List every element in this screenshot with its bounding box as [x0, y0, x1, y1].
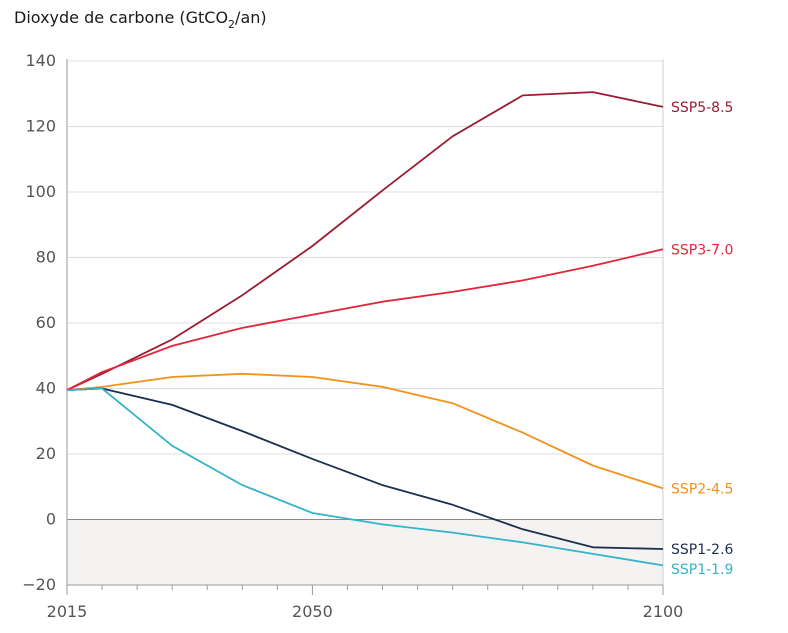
- series-line-ssp1-1-9: [66, 387, 664, 567]
- y-tick-label: 140: [25, 51, 56, 70]
- chart-title: Dioxyde de carbone (GtCO2/an): [14, 8, 267, 31]
- y-tick-label: 60: [36, 313, 56, 332]
- series-label-ssp2-4-5: SSP2-4.5: [671, 481, 733, 497]
- negative-region-shade: [67, 519, 663, 585]
- x-tick-label: 2015: [47, 602, 88, 621]
- series-line-ssp1-2-6: [66, 387, 664, 550]
- series-line-ssp5-8-5: [66, 91, 664, 391]
- y-tick-label: 100: [25, 182, 56, 201]
- title-subscript: 2: [228, 18, 235, 31]
- y-tick-label: 120: [25, 117, 56, 136]
- series-label-ssp5-8-5: SSP5-8.5: [671, 100, 733, 116]
- x-tick-label: 2100: [643, 602, 684, 621]
- y-tick-label: 0: [46, 510, 56, 529]
- x-tick-label: 2050: [292, 602, 333, 621]
- series-line-ssp3-7-0: [66, 248, 664, 391]
- series-label-ssp1-1-9: SSP1-1.9: [671, 562, 733, 578]
- series-label-ssp3-7-0: SSP3-7.0: [671, 242, 733, 258]
- y-tick-label: 40: [36, 379, 56, 398]
- series-line-ssp2-4-5: [66, 372, 664, 490]
- plot-area: −20 0 20 40 60 80 100 120 140 2015 2050 2100 SSP5-8.…: [22, 51, 733, 621]
- y-tick-label: −20: [22, 575, 56, 594]
- y-tick-label: 80: [36, 248, 56, 267]
- y-tick-label: 20: [36, 444, 56, 463]
- series-label-ssp1-2-6: SSP1-2.6: [671, 542, 734, 558]
